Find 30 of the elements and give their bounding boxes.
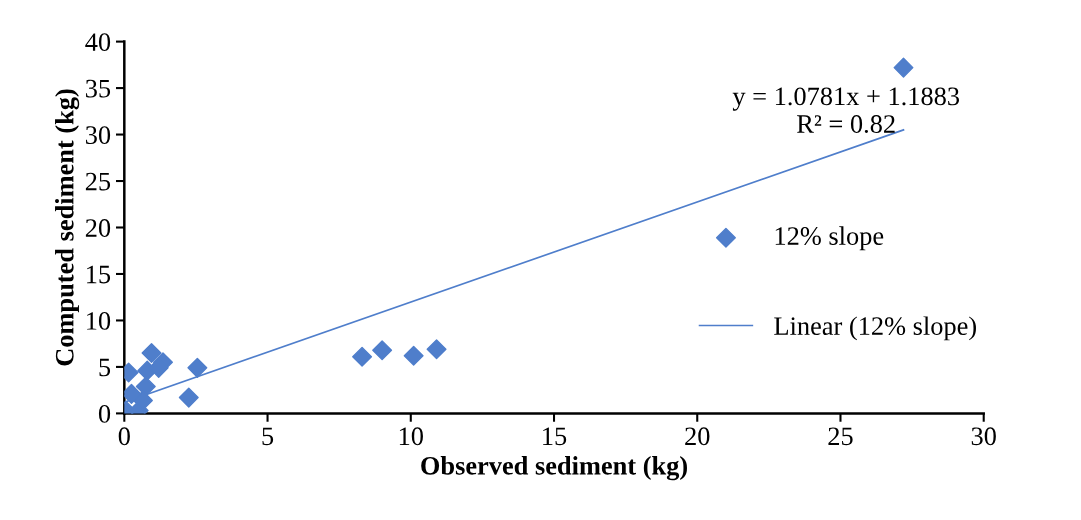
y-tick-label: 25 xyxy=(85,172,111,191)
annotation: y = 1.0781x + 1.1883 R² = 0.82 xyxy=(732,87,960,134)
y-tick-label: 10 xyxy=(87,312,111,330)
y-tick-label: 20 xyxy=(85,219,111,237)
point xyxy=(135,376,156,397)
point xyxy=(893,57,914,78)
x-tick-label: 0 xyxy=(118,427,130,446)
point xyxy=(372,340,393,361)
x-tick-label: 15 xyxy=(543,427,567,446)
y-tick-label: 35 xyxy=(85,79,111,98)
point xyxy=(187,357,208,378)
point xyxy=(352,346,373,367)
y-axis-title: Computed sediment (kg) xyxy=(55,89,80,366)
y-tick-label: 30 xyxy=(85,126,111,144)
point xyxy=(141,342,162,363)
x-axis-title: Observed sediment (kg) xyxy=(421,456,687,481)
y-tick-label: 5 xyxy=(99,358,111,377)
y-tick-label: 15 xyxy=(87,265,111,284)
legend-label: 12% slope xyxy=(775,226,884,251)
x-tick-label: 10 xyxy=(399,427,423,446)
x-tick-label: 25 xyxy=(828,427,853,446)
y-tick-label: 0 xyxy=(98,405,111,423)
x-tick-label: 30 xyxy=(971,427,996,446)
point xyxy=(178,387,199,408)
y-tick-label: 40 xyxy=(85,33,111,52)
point xyxy=(426,339,447,360)
point xyxy=(403,345,424,366)
x-tick-label: 20 xyxy=(685,427,710,446)
x-tick-label: 5 xyxy=(262,427,274,446)
legend-label: Linear (12% slope) xyxy=(774,316,976,341)
